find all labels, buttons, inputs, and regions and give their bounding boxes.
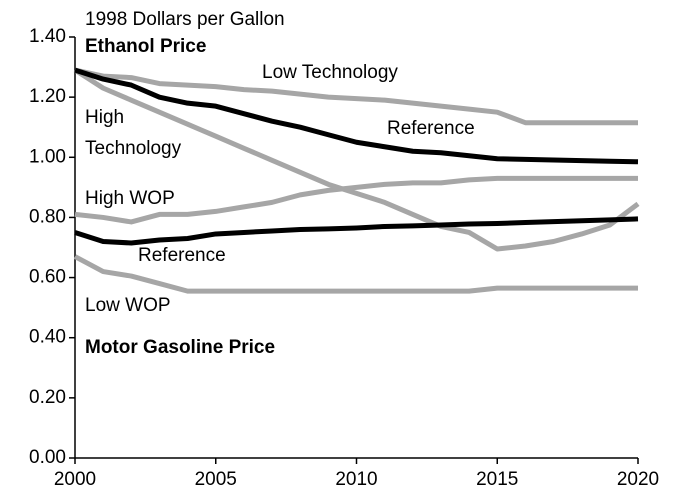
series-label: Low WOP [85,295,171,316]
y-tick-label: 1.40 [29,26,66,47]
series-label: High Technology [85,107,182,159]
annotation: Ethanol Price [85,36,207,57]
x-tick-label: 2005 [195,469,237,490]
annotation: Motor Gasoline Price [85,337,276,358]
series-line [74,216,639,246]
y-tick-label: 0.40 [29,327,66,348]
x-tick-label: 2020 [617,469,659,490]
series-label: Reference [387,118,475,139]
y-tick-label: 0.00 [29,447,66,468]
series-line [74,67,639,165]
y-tick-label: 0.20 [29,387,66,408]
x-tick-label: 2015 [476,469,518,490]
series-line [73,67,640,252]
y-tick-label: 0.60 [29,267,66,288]
x-tick-label: 2010 [335,469,377,490]
series-line [74,175,638,225]
series-line [73,254,638,294]
series-label: High WOP [85,188,175,209]
y-tick-label: 1.20 [29,86,66,107]
y-tick-label: 1.00 [29,146,66,167]
y-tick-label: 0.80 [29,206,66,227]
x-tick-label: 2000 [54,469,96,490]
series-label: Reference [138,245,226,266]
series-label: Low Technology [262,62,398,83]
series-line [74,67,638,126]
y-axis-label: 1998 Dollars per Gallon [85,9,285,30]
